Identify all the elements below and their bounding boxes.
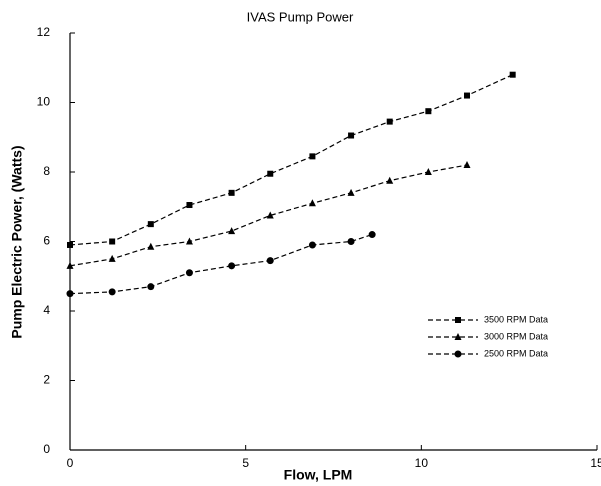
marker — [147, 221, 154, 228]
marker — [186, 202, 193, 209]
x-tick-label: 10 — [415, 456, 429, 470]
y-tick-label: 12 — [37, 25, 51, 39]
y-tick-label: 8 — [43, 164, 50, 178]
marker — [108, 254, 116, 262]
marker — [348, 132, 355, 139]
marker — [425, 108, 432, 115]
marker — [67, 241, 73, 248]
marker — [228, 262, 236, 270]
marker — [424, 168, 432, 175]
y-axis-label: Pump Electric Power, (Watts) — [9, 145, 25, 338]
marker — [66, 261, 74, 269]
marker — [464, 92, 471, 99]
marker — [347, 188, 355, 196]
marker — [185, 269, 193, 277]
marker — [386, 176, 394, 184]
marker — [309, 153, 316, 160]
data-line — [69, 74, 513, 246]
y-tick-label: 0 — [43, 442, 50, 456]
y-tick-label: 6 — [43, 234, 50, 248]
y-tick-label: 10 — [37, 95, 51, 109]
marker — [455, 317, 461, 323]
legend-label: 2500 RPM Data — [484, 348, 548, 358]
marker — [386, 118, 393, 125]
marker — [454, 350, 462, 358]
chart-title: IVAS Pump Power — [247, 9, 354, 24]
marker — [66, 290, 74, 298]
marker — [266, 211, 274, 219]
marker — [109, 238, 116, 245]
x-tick-label: 15 — [590, 456, 601, 470]
marker — [454, 333, 462, 340]
marker — [509, 71, 516, 78]
data-line — [69, 164, 468, 267]
marker — [228, 189, 235, 196]
marker — [463, 161, 471, 169]
marker — [308, 199, 316, 207]
data-line — [69, 233, 373, 295]
marker — [147, 242, 155, 250]
marker — [228, 227, 236, 235]
marker — [266, 257, 274, 265]
marker — [267, 170, 274, 177]
y-tick-label: 4 — [43, 303, 50, 317]
marker — [185, 237, 193, 245]
x-tick-label: 5 — [242, 456, 249, 470]
legend-label: 3500 RPM Data — [484, 314, 548, 324]
marker — [147, 283, 155, 291]
marker — [368, 231, 376, 239]
x-axis-label: Flow, LPM — [284, 467, 353, 483]
x-tick-label: 0 — [67, 456, 74, 470]
marker — [347, 238, 355, 245]
y-tick-label: 2 — [43, 373, 50, 387]
legend-label: 3000 RPM Data — [484, 331, 548, 341]
marker — [308, 241, 316, 249]
marker — [108, 288, 116, 296]
